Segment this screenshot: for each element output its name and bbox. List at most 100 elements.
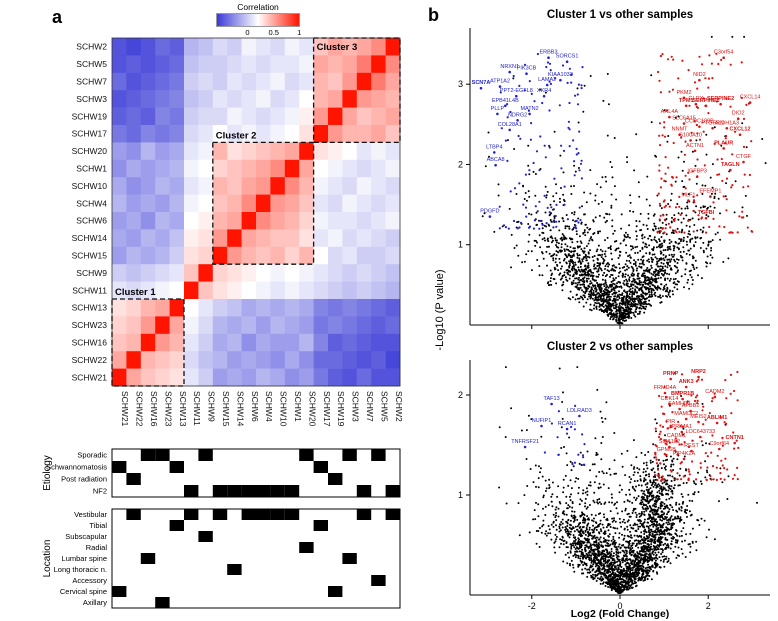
heatmap-col-label: SCHW9 [207,391,217,422]
gene-label-up: PTGFRN [701,120,724,126]
gene-label-up: PLAUR [714,140,733,146]
annotation-row-label: Subscapular [65,532,107,541]
heatmap-row-label: SCHW13 [72,303,108,313]
gene-point [547,56,550,59]
panel-a-chart: Etiology Location SCHW2SCHW5SCHW7SCHW3SC… [42,37,404,609]
gene-label-up: CADM2 [705,389,724,395]
gene-point [713,395,717,399]
gene-point [687,199,690,202]
heatmap-row-label: SCHW7 [76,77,107,87]
gene-label-up: GPM6B [657,447,677,453]
gene-point [508,128,511,132]
gene-label-up: ALDH1A3 [715,120,739,126]
annotation-cell [385,509,400,520]
gene-point [669,425,672,429]
cluster-box [312,37,401,144]
gene-point [704,216,708,220]
gene-point [684,385,688,389]
heatmap-col-label: SCHW7 [365,391,375,422]
gene-point [508,70,511,74]
gene-label-down: SCN7A [472,80,491,86]
gene-label-up: PIP4K2A [673,451,696,457]
background-points [481,35,767,325]
annotation-cell [169,520,184,531]
heatmap-col-label: SCHW20 [307,391,317,427]
annotation-cell [299,449,314,461]
downregulated-points [543,404,586,467]
panel-b-chart: Cluster 1 vs other samples Cluster 2 vs … [434,9,770,620]
downregulated-points [498,52,584,230]
annotation-cell [385,485,400,497]
gene-label-up: MAMDC2 [674,411,698,417]
gene-point [719,102,722,106]
gene-point [669,377,672,381]
annotation-row-label: Vestibular [74,510,107,519]
annotation-cell [284,485,300,497]
gene-label-up: IGFBP3 [687,169,707,175]
colorbar-tick: 0 [245,28,250,37]
heatmap-row-label: SCHW23 [72,320,108,330]
location-annotation: Vestibular Tibial Subscapular Radial Lumbar … [54,508,401,609]
gene-label-up: APBB2 [682,403,700,409]
gene-point [693,149,697,153]
heatmap-col-label: SCHW16 [149,391,159,427]
gene-label-up: DIO2 [732,111,745,117]
heatmap-col-label: SCHW2 [394,391,404,422]
heatmap-col-label: SCHW10 [279,391,289,427]
gene-point [715,421,719,425]
gene-point [494,163,497,167]
heatmap-cells [112,38,401,387]
gene-label-down: MATN2 [520,106,538,112]
gene-point [697,420,700,424]
gene-point [488,215,492,218]
gene-point [725,127,729,130]
gene-label-down: ATP1A2 [490,79,510,85]
gene-label-up: TAGLN [721,162,740,168]
gene-point [684,417,688,421]
cluster-label: Cluster 2 [216,130,257,141]
annotation-cell [270,485,285,497]
annotation-cell [299,542,314,553]
gene-point [515,94,518,98]
annotation-cell [126,509,141,520]
gene-label-up: NRP2 [691,369,706,375]
gene-point [698,78,701,82]
heatmap-col-label: SCHW15 [221,391,231,427]
annotation-row-label: Schwannomatosis [46,463,107,472]
panel-a-label: a [52,7,63,27]
gene-point [663,391,667,395]
gene-label-up: SERPINE2 [707,96,734,102]
heatmap-row-label: SCHW3 [76,94,107,104]
colorbar-tick: 1 [297,28,302,37]
heatmap-col-label: SCHW22 [135,391,145,427]
heatmap-border [111,37,401,387]
annotation-cell [169,461,184,473]
background-points [498,366,759,594]
gene-point [733,441,736,445]
gene-point [711,127,714,130]
annotation-cell [241,485,256,497]
gene-point [498,85,502,88]
gene-label-down: PLLP [491,106,505,112]
gene-point [523,445,527,449]
gene-point [504,104,507,108]
x-tick-label: -2 [528,601,536,611]
x-tick-label: 2 [706,601,711,611]
annotation-cell [371,449,386,461]
annotation-cell [342,449,357,461]
gene-point [690,449,693,453]
heatmap-col-label: SCHW1 [293,391,303,422]
heatmap-col-label: SCHW4 [264,391,274,422]
y-tick-label: 3 [458,79,463,89]
location-axis-label: Location [42,540,53,578]
gene-label-down: EPB41L4B [492,98,519,104]
annotation-cell [198,449,213,461]
annotation-cell [112,461,127,473]
gene-label-up: ABLIM1 [707,415,727,421]
heatmap-row-label: SCHW19 [72,111,108,121]
annotation-cell [184,509,199,520]
gene-label-down: KIAA1033 [548,72,573,78]
gene-label-up: CXCL14 [740,95,761,101]
etiology-annotation: Sporadic Schwannomatosis Post radiation NF2 [46,448,401,498]
